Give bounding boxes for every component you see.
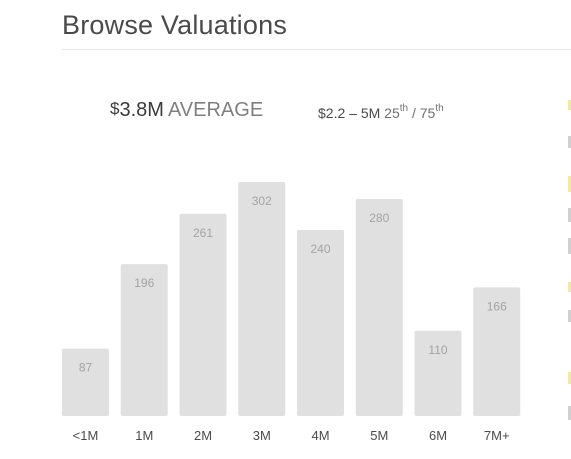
percentile-low: 25 (384, 105, 400, 121)
bar-1M[interactable] (120, 264, 168, 416)
x-axis-tick-label: 2M (194, 428, 212, 443)
x-axis-tick-label: 6M (429, 428, 447, 443)
side-panel-mark (568, 372, 571, 384)
x-axis-tick-label: 3M (253, 428, 271, 443)
side-panel-mark (568, 136, 571, 148)
x-axis-tick-label: <1M (73, 428, 99, 443)
percentile-range: $2.2 – 5M 25th / 75th (318, 103, 444, 121)
side-panel-mark (568, 406, 571, 420)
bar-<1M[interactable] (62, 348, 109, 416)
side-panel-mark (568, 310, 571, 322)
clipped-side-panel (562, 100, 571, 430)
x-axis-tick-label: 4M (311, 428, 329, 443)
bar-value-label: 280 (369, 211, 389, 225)
bar-value-label: 196 (134, 276, 154, 290)
title-divider (62, 49, 571, 50)
bar-4M[interactable] (297, 230, 344, 416)
bar-2M[interactable] (179, 213, 227, 416)
x-axis-tick-label: 1M (135, 428, 153, 443)
average-summary: $3.8M AVERAGE (110, 99, 263, 122)
percentile-high-suffix: th (435, 103, 444, 114)
percentile-separator: / (411, 105, 416, 121)
bar-value-label: 87 (79, 361, 93, 375)
average-currency-symbol: $ (110, 99, 120, 118)
bar-value-label: 240 (310, 242, 330, 256)
bar-6M[interactable] (414, 330, 462, 416)
page-title: Browse Valuations (62, 10, 288, 40)
bar-7M+[interactable] (473, 287, 521, 416)
side-panel-mark (568, 282, 571, 292)
side-panel-mark (568, 208, 571, 222)
side-panel-mark (568, 238, 571, 254)
bar-value-label: 110 (428, 343, 447, 357)
bar-3M[interactable] (238, 182, 286, 416)
bar-value-label: 166 (487, 299, 507, 313)
percentile-low-suffix: th (399, 103, 409, 114)
x-axis-tick-label: 7M+ (484, 428, 510, 443)
side-panel-mark (568, 100, 571, 110)
percentile-high: 75 (419, 105, 436, 121)
range-value: $2.2 – 5M (318, 105, 381, 121)
bar-5M[interactable] (355, 199, 403, 416)
side-panel-mark (568, 176, 571, 192)
average-value: 3.8M (119, 99, 164, 121)
average-label: AVERAGE (167, 99, 264, 121)
bar-value-label: 302 (252, 194, 272, 208)
x-axis-tick-label: 5M (370, 428, 388, 443)
bar-value-label: 261 (193, 226, 213, 240)
